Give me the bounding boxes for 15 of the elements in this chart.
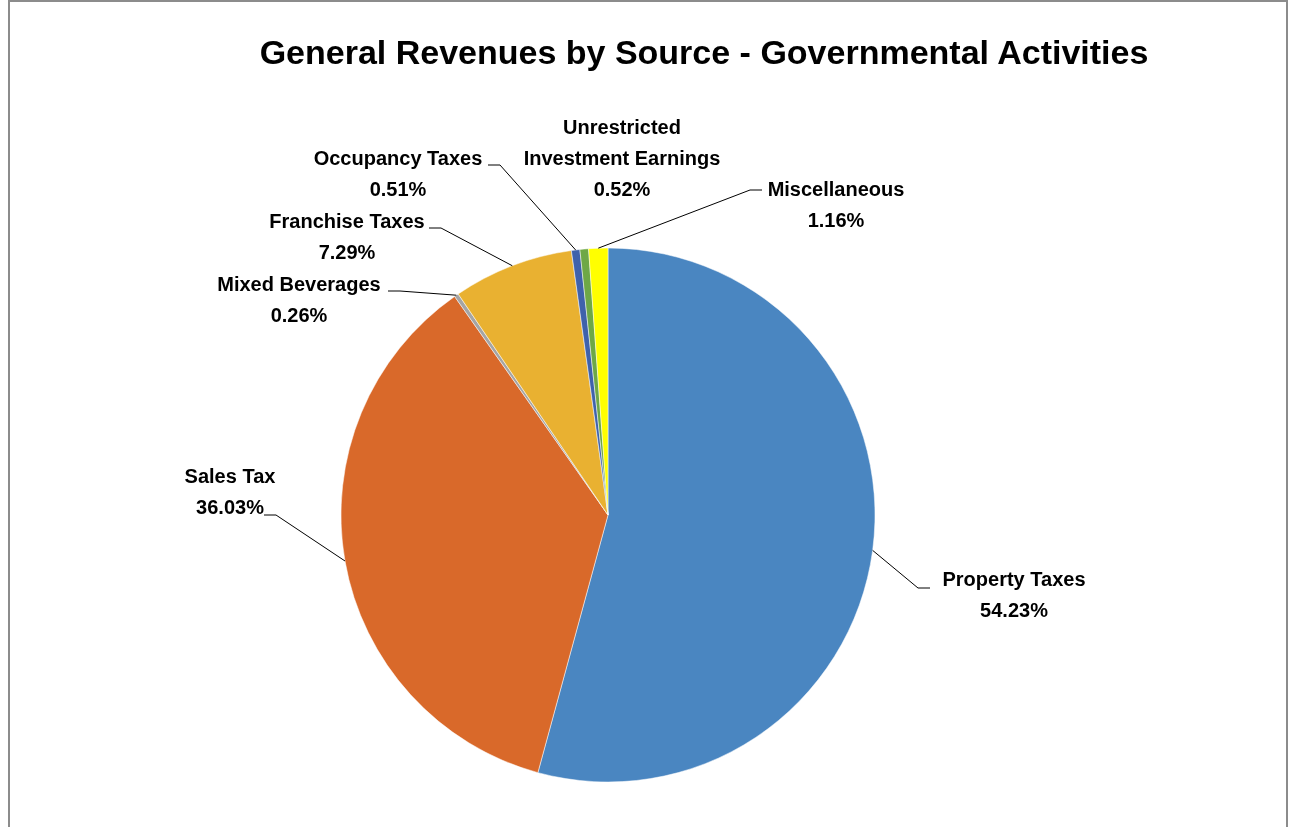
- slice-label: Miscellaneous: [767, 178, 905, 200]
- slice-label: Franchise Taxes: [269, 210, 425, 232]
- slice-label: Property Taxes: [942, 568, 1086, 590]
- slice-label: Mixed Beverages: [217, 273, 381, 295]
- data-label: 36.03%: [196, 496, 265, 518]
- chart-title: General Revenues by Source - Governmental Activities: [259, 33, 1149, 71]
- slice-label: Unrestricted Investment Earnings: [523, 116, 721, 169]
- slice-label: Sales Tax: [184, 465, 276, 487]
- data-label: 0.52%: [593, 178, 651, 200]
- data-label: 0.51%: [369, 178, 427, 200]
- data-label: 54.23%: [980, 599, 1049, 621]
- data-label: 0.26%: [270, 304, 328, 326]
- slice-label: Occupancy Taxes: [313, 147, 483, 169]
- data-label: 1.16%: [807, 209, 865, 231]
- data-label: 7.29%: [318, 241, 376, 263]
